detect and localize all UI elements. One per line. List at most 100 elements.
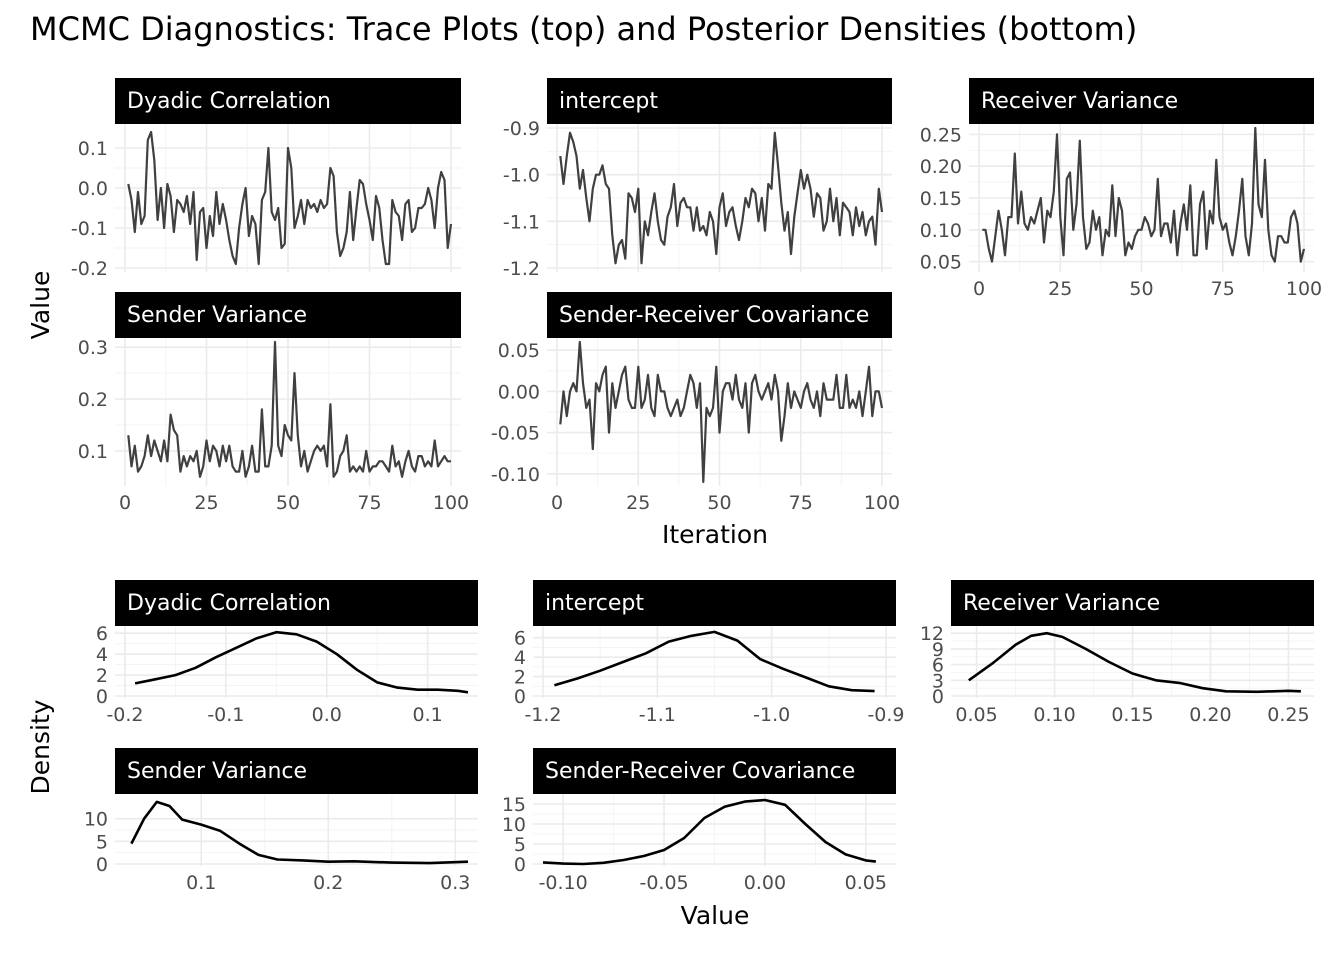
trace-receiver-variance-x-tick-label: 50 [1129,278,1153,300]
density-x-axis-title: Value [681,901,750,930]
trace-intercept-panel: intercept -1.2 -1.1 -1.0 -0.9 [503,78,892,280]
density-sender-receiver-covariance-y-tick-label: 15 [502,794,526,816]
trace-dyadic-correlation-strip [115,78,461,124]
trace-receiver-variance-y-tick-label: 0.15 [920,188,962,210]
trace-intercept-strip-label: intercept [559,89,658,114]
density-intercept-strip [533,580,896,626]
density-dyadic-correlation-strip [115,580,478,626]
trace-sender-variance-x-tick-label: 75 [357,492,381,514]
density-y-axis-title: Density [26,699,55,794]
density-sender-variance-strip [115,748,478,794]
trace-sender-receiver-covariance-y-tick-label: 0.05 [498,340,540,362]
trace-dyadic-correlation-y-tick-label: 0.0 [78,178,108,200]
trace-sender-variance-strip-label: Sender Variance [127,303,307,328]
trace-dyadic-correlation-panel: Dyadic Correlation -0.2 -0.1 0.0 0.1 [71,78,461,280]
trace-receiver-variance-x-tick-label: 75 [1211,278,1235,300]
density-sender-receiver-covariance-x-tick-label: 0.00 [744,872,786,894]
density-sender-receiver-covariance-y-tick-label: 0 [514,854,526,876]
trace-dyadic-correlation-y-tick-label: -0.1 [71,218,108,240]
density-receiver-variance-y-tick-label: 3 [932,670,944,692]
trace-x-axis-title: Iteration [662,520,768,549]
trace-intercept-series-line [559,131,884,265]
trace-sender-variance-y-tick-label: 0.1 [78,441,108,463]
trace-sender-variance-y-tick-label: 0.3 [78,337,108,359]
trace-intercept-y-tick-label: -0.9 [503,118,540,140]
trace-sender-receiver-covariance-y-tick-label: 0.00 [498,381,540,403]
trace-sender-receiver-covariance-x-tick-label: 75 [789,492,813,514]
density-dyadic-correlation-series-line [134,630,469,694]
trace-sender-receiver-covariance-x-tick-label: 50 [707,492,731,514]
trace-intercept-strip [547,78,892,124]
trace-intercept-y-tick-label: -1.0 [503,165,540,187]
density-intercept-x-tick-label: -1.1 [639,704,676,726]
density-receiver-variance-x-tick-label: 0.05 [955,704,997,726]
density-receiver-variance-x-tick-label: 0.20 [1189,704,1231,726]
trace-sender-receiver-covariance-y-tick-label: -0.05 [491,423,540,445]
density-intercept-x-tick-label: -1.2 [524,704,561,726]
trace-dyadic-correlation-y-tick-label: -0.2 [71,258,108,280]
density-intercept-series-line [554,630,875,693]
density-receiver-variance-x-tick-label: 0.25 [1267,704,1309,726]
trace-sender-variance-x-tick-label: 50 [276,492,300,514]
density-dyadic-correlation-x-tick-label: -0.2 [106,704,143,726]
density-dyadic-correlation-y-tick-label: 0 [96,686,108,708]
trace-intercept-y-tick-label: -1.2 [503,258,540,280]
trace-receiver-variance-panel: Receiver Variance 0.05 0.10 0.15 0.20 0.25 0 25… [920,78,1322,300]
trace-receiver-variance-strip-label: Receiver Variance [981,89,1178,114]
density-intercept-y-tick-label: 2 [514,667,526,689]
density-sender-variance-x-tick-label: 0.3 [440,872,470,894]
density-intercept-x-tick-label: -1.0 [753,704,790,726]
trace-receiver-variance-y-tick-label: 0.05 [920,252,962,274]
density-intercept-x-tick-label: -0.9 [867,704,904,726]
trace-receiver-variance-y-tick-label: 0.20 [920,156,962,178]
trace-sender-receiver-covariance-y-tick-label: -0.10 [491,464,540,486]
density-sender-receiver-covariance-x-tick-label: -0.10 [539,872,588,894]
trace-dyadic-correlation-y-tick-label: 0.1 [78,138,108,160]
trace-receiver-variance-x-tick-label: 100 [1286,278,1322,300]
density-sender-variance-x-tick-label: 0.1 [186,872,216,894]
density-receiver-variance-y-tick-label: 6 [932,655,944,677]
panels-container: Dyadic Correlation -0.2 -0.1 0.0 0.1 intercep… [71,78,1322,894]
trace-sender-receiver-covariance-x-tick-label: 100 [864,492,900,514]
trace-sender-variance-x-tick-label: 0 [119,492,131,514]
density-sender-variance-x-tick-label: 0.2 [313,872,343,894]
trace-sender-receiver-covariance-series-line [559,340,884,484]
trace-sender-receiver-covariance-strip-label: Sender-Receiver Covariance [559,303,869,328]
trace-sender-receiver-covariance-strip [547,292,892,338]
trace-receiver-variance-y-tick-label: 0.10 [920,220,962,242]
density-receiver-variance-y-tick-label: 12 [920,623,944,645]
density-dyadic-correlation-y-tick-label: 6 [96,623,108,645]
density-sender-receiver-covariance-strip [533,748,896,794]
trace-sender-variance-x-tick-label: 25 [194,492,218,514]
trace-receiver-variance-y-tick-label: 0.25 [920,124,962,146]
density-dyadic-correlation-y-tick-label: 2 [96,665,108,687]
density-receiver-variance-strip-label: Receiver Variance [963,591,1160,616]
density-receiver-variance-y-tick-label: 0 [932,686,944,708]
density-receiver-variance-series-line [968,631,1301,694]
trace-sender-receiver-covariance-x-tick-label: 0 [551,492,563,514]
trace-sender-variance-series-line [127,340,451,478]
density-receiver-variance-x-tick-label: 0.15 [1111,704,1153,726]
trace-sender-variance-strip [115,292,461,338]
density-intercept-y-tick-label: 4 [514,647,526,669]
trace-sender-receiver-covariance-panel: Sender-Receiver Covariance -0.10 -0.05 0.00… [491,292,900,514]
density-sender-variance-strip-label: Sender Variance [127,759,307,784]
trace-dyadic-correlation-series-line [127,130,453,266]
density-receiver-variance-strip [951,580,1314,626]
trace-sender-variance-panel: Sender Variance 0.1 0.2 0.3 0 25 50 75 100 [78,292,469,514]
density-sender-receiver-covariance-series-line [542,798,877,866]
figure-title: MCMC Diagnostics: Trace Plots (top) and … [30,10,1137,48]
trace-sender-variance-y-tick-label: 0.2 [78,389,108,411]
trace-sender-variance-x-tick-label: 100 [433,492,469,514]
density-sender-receiver-covariance-x-tick-label: 0.05 [845,872,887,894]
density-intercept-strip-label: intercept [545,591,644,616]
density-dyadic-correlation-x-tick-label: -0.1 [207,704,244,726]
density-sender-receiver-covariance-y-tick-label: 5 [514,834,526,856]
trace-receiver-variance-series-line [982,126,1306,263]
